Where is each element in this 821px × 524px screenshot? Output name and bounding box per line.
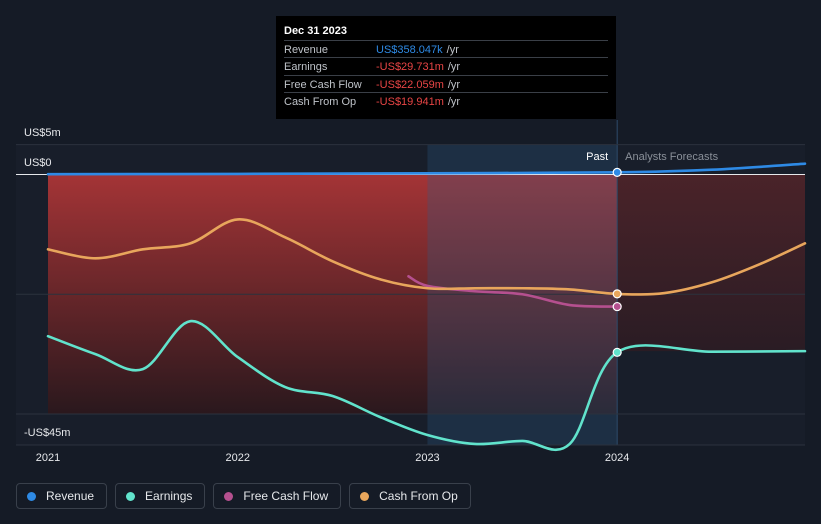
tooltip-row-earnings: Earnings -US$29.731m /yr: [284, 57, 608, 75]
tooltip-label: Cash From Op: [284, 95, 357, 108]
forecast-label: Analysts Forecasts: [625, 151, 718, 163]
y-tick-label: -US$45m: [24, 427, 70, 439]
tooltip-value: -US$22.059m: [376, 78, 444, 91]
tooltip: Dec 31 2023 Revenue US$358.047k /yr Earn…: [276, 16, 616, 119]
tooltip-value: US$358.047k: [376, 43, 443, 56]
x-tick-label: 2023: [415, 452, 439, 464]
series-line-cash-from-op: [46, 218, 807, 296]
legend-item-cash-from-op[interactable]: Cash From Op: [349, 483, 471, 509]
tooltip-unit: /yr: [446, 43, 459, 56]
x-tick-label: 2021: [36, 452, 60, 464]
series-markers: [612, 167, 622, 357]
forecast-loss-area: [617, 174, 805, 352]
legend-label: Revenue: [46, 489, 95, 503]
legend: Revenue Earnings Free Cash Flow Cash Fro…: [16, 483, 471, 511]
x-tick-label: 2022: [225, 452, 249, 464]
y-tick-label: US$0: [24, 157, 52, 169]
tooltip-unit: /yr: [447, 95, 461, 108]
tooltip-row-cash-from-op: Cash From Op -US$19.941m /yr: [284, 92, 608, 110]
legend-label: Earnings: [145, 489, 193, 503]
x-tick-label: 2024: [605, 452, 629, 464]
tooltip-value: -US$19.941m: [376, 95, 444, 108]
legend-label: Cash From Op: [379, 489, 458, 503]
chart-canvas: US$5m US$0 -US$45m 2021 2022 2023 2024 Past Anal…: [16, 120, 807, 464]
legend-item-earnings[interactable]: Earnings: [115, 483, 206, 509]
tooltip-label: Revenue: [284, 43, 329, 56]
tooltip-row-free-cash-flow: Free Cash Flow -US$22.059m /yr: [284, 75, 608, 93]
legend-dot-icon: [360, 491, 370, 501]
legend-label: Free Cash Flow: [243, 489, 329, 503]
series-line-free-cash-flow: [407, 274, 619, 308]
tooltip-unit: /yr: [447, 78, 461, 91]
tooltip-unit: /yr: [447, 60, 461, 73]
past-label: Past: [586, 151, 608, 163]
tooltip-row-revenue: Revenue US$358.047k /yr: [284, 40, 608, 58]
marker-cash-from-op: [612, 289, 622, 299]
tooltip-label: Earnings: [284, 60, 328, 73]
legend-item-revenue[interactable]: Revenue: [16, 483, 108, 509]
tooltip-label: Free Cash Flow: [284, 78, 362, 91]
y-tick-label: US$5m: [24, 127, 61, 139]
tooltip-value: -US$29.731m: [376, 60, 444, 73]
series-line-revenue: [46, 162, 807, 176]
marker-earnings: [612, 347, 622, 357]
marker-revenue: [612, 167, 622, 177]
legend-dot-icon: [27, 491, 36, 501]
axis-labels: US$5m US$0 -US$45m 2021 2022 2023 2024 Past Anal…: [24, 127, 719, 464]
tooltip-date: Dec 31 2023: [284, 25, 347, 37]
legend-dot-icon: [224, 491, 234, 501]
legend-item-free-cash-flow[interactable]: Free Cash Flow: [213, 483, 342, 509]
marker-free-cash-flow: [612, 301, 622, 312]
legend-dot-icon: [126, 491, 136, 501]
